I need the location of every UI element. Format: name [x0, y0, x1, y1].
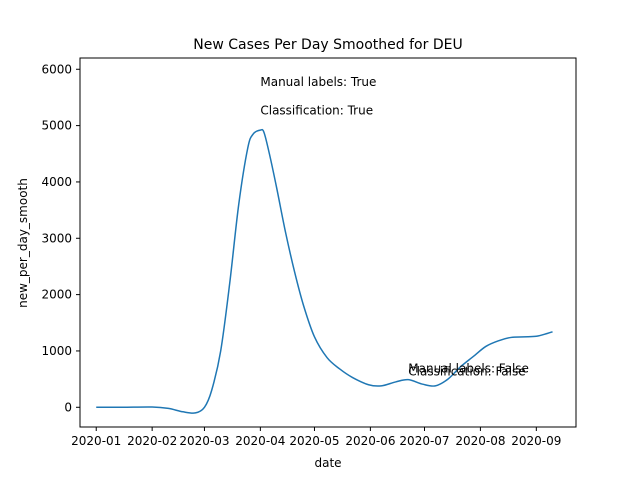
- x-tick-label: 2020-03: [179, 434, 229, 448]
- y-axis-label: new_per_day_smooth: [16, 178, 30, 308]
- y-tick-label: 5000: [41, 119, 72, 133]
- annotation-label: Manual labels: True: [260, 75, 376, 89]
- y-tick-label: 0: [64, 400, 72, 414]
- x-tick-label: 2020-05: [289, 434, 339, 448]
- y-tick-label: 6000: [41, 62, 72, 76]
- annotation-label: Classification: False: [408, 365, 525, 379]
- x-tick-label: 2020-02: [127, 434, 177, 448]
- series-layer: [96, 128, 553, 414]
- annotation-label: Manual labels: False: [408, 361, 529, 375]
- x-tick-label: 2020-07: [399, 434, 449, 448]
- plot-area: [79, 57, 577, 428]
- annotation-label: Classification: True: [260, 103, 373, 117]
- x-axis-label: date: [314, 456, 341, 470]
- x-tick-label: 2020-09: [511, 434, 561, 448]
- x-tick-label: 2020-01: [71, 434, 121, 448]
- x-tick-label: 2020-04: [235, 434, 285, 448]
- y-tick-label: 1000: [41, 344, 72, 358]
- chart-title: New Cases Per Day Smoothed for DEU: [193, 37, 462, 53]
- y-tick-label: 2000: [41, 288, 72, 302]
- annotation-layer: Manual labels: True Classification: True M…: [260, 75, 529, 379]
- plot-frame: [79, 57, 577, 428]
- x-axis: 2020-01 2020-02 2020-03 2020-04 2020-05 2020-…: [71, 427, 561, 448]
- y-axis: 0 1000 2000 3000 4000 5000 6000: [41, 62, 80, 414]
- y-tick-label: 4000: [41, 175, 72, 189]
- series-line: [96, 128, 553, 414]
- x-tick-label: 2020-08: [455, 434, 505, 448]
- x-tick-label: 2020-06: [345, 434, 395, 448]
- y-tick-label: 3000: [41, 231, 72, 245]
